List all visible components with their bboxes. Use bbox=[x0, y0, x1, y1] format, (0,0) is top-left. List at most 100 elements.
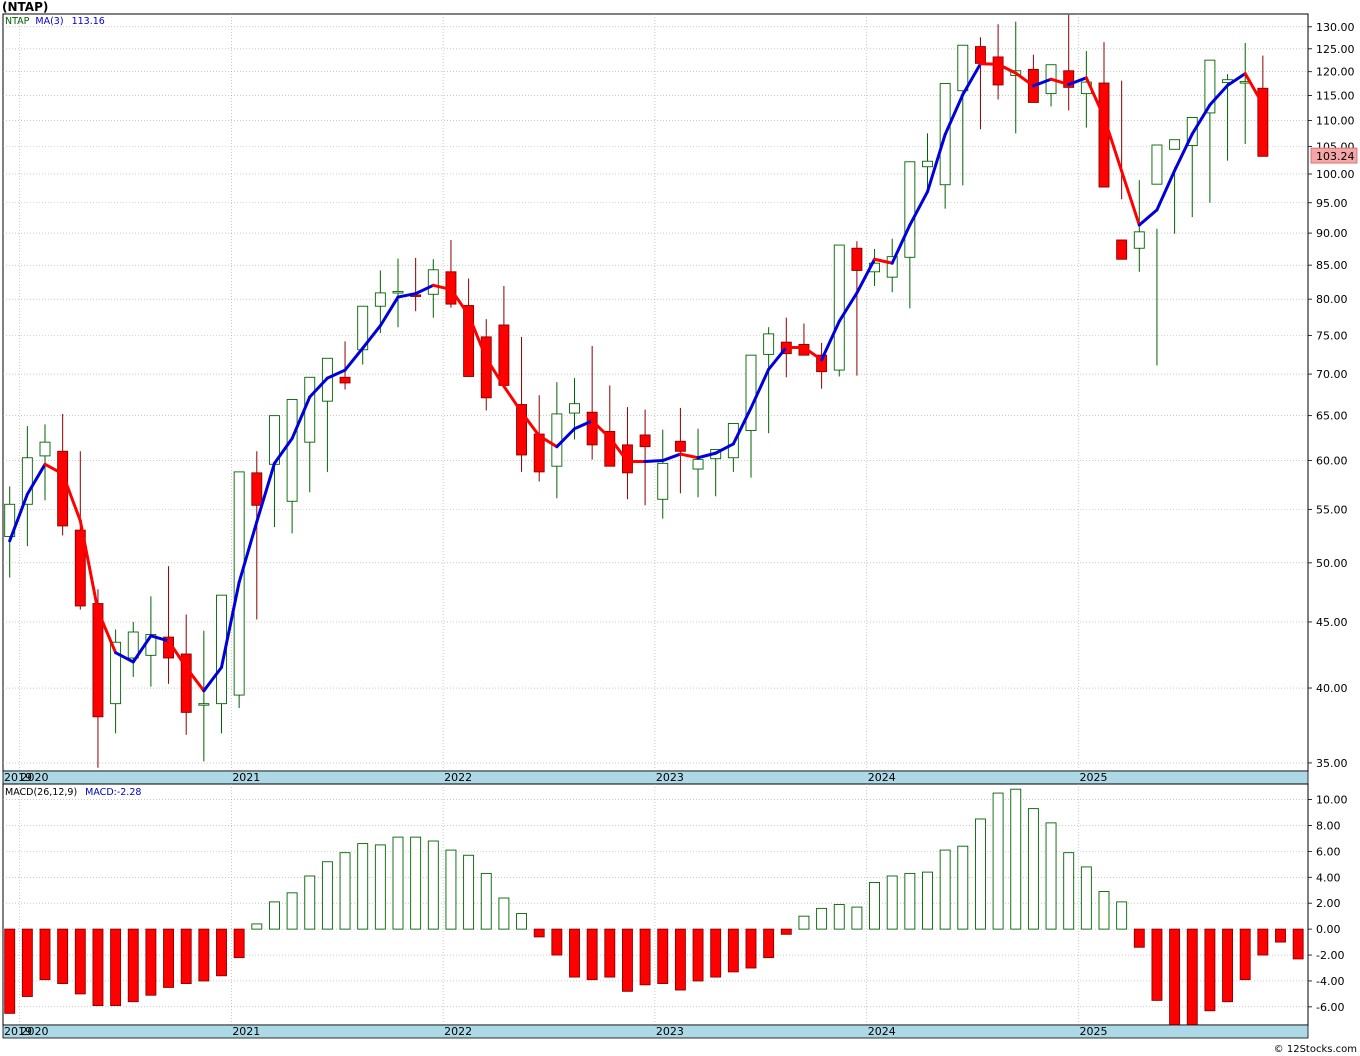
ma-segment bbox=[1243, 72, 1265, 106]
macd-panel-frame bbox=[2, 783, 1309, 1026]
candle-down bbox=[674, 440, 686, 452]
candle-down bbox=[586, 411, 598, 446]
macd-bar-negative bbox=[145, 928, 157, 996]
ma-segment bbox=[167, 639, 188, 669]
macd-tick-label: -2.00 bbox=[1316, 949, 1344, 962]
macd-bar-positive bbox=[269, 901, 280, 930]
macd-bar-negative bbox=[1186, 928, 1198, 1026]
ma-segment bbox=[1067, 76, 1088, 86]
ma-segment bbox=[184, 665, 206, 693]
macd-tick-label: 10.00 bbox=[1316, 794, 1348, 807]
macd-bar-positive bbox=[445, 849, 457, 930]
candle-down bbox=[180, 653, 192, 713]
candle-up bbox=[1133, 231, 1145, 249]
moving-average-line bbox=[8, 62, 1265, 693]
macd-legend-value: MACD:-2.28 bbox=[85, 787, 141, 798]
candle-up bbox=[304, 376, 316, 443]
candle-down bbox=[57, 450, 69, 527]
year-label: 2023 bbox=[656, 1025, 684, 1038]
price-tick-label: 115.00 bbox=[1316, 90, 1355, 103]
ma-segment bbox=[396, 292, 418, 299]
year-label: 2020 bbox=[21, 771, 49, 784]
ma-segment bbox=[537, 434, 559, 449]
candle-up bbox=[39, 441, 51, 457]
candle-up bbox=[904, 161, 916, 258]
ma-segment bbox=[343, 346, 365, 372]
candle-up bbox=[286, 399, 298, 502]
ma-segment bbox=[202, 665, 223, 693]
macd-bar-positive bbox=[922, 871, 933, 930]
macd-tick-label: 8.00 bbox=[1316, 819, 1341, 832]
macd-bar-negative bbox=[569, 928, 580, 978]
macd-bar-positive bbox=[1080, 866, 1092, 930]
candle-down bbox=[498, 324, 510, 386]
candle-up bbox=[110, 641, 122, 705]
ma-segment bbox=[25, 462, 47, 496]
candle-up bbox=[833, 244, 845, 371]
macd-bar-negative bbox=[57, 928, 69, 984]
year-label: 2020 bbox=[21, 1025, 49, 1038]
candle-up bbox=[745, 354, 757, 431]
price-tick-label: 60.00 bbox=[1316, 455, 1348, 468]
price-legend-ma-label: MA(3) bbox=[35, 16, 63, 27]
year-label: 2025 bbox=[1080, 771, 1108, 784]
macd-bar-negative bbox=[127, 928, 139, 1003]
year-label: 2024 bbox=[868, 771, 896, 784]
price-tick-label: 100.00 bbox=[1316, 168, 1355, 181]
ma-segment bbox=[43, 462, 65, 476]
price-legend-ma-value: 113.16 bbox=[72, 16, 105, 27]
candle-up bbox=[21, 457, 33, 505]
ma-segment bbox=[502, 384, 524, 414]
candle-down bbox=[339, 376, 351, 384]
macd-bar-positive bbox=[480, 872, 492, 930]
macd-bar-negative bbox=[533, 928, 545, 938]
macd-bar-positive bbox=[1098, 891, 1110, 930]
ma-segment bbox=[325, 368, 347, 380]
ma-segment bbox=[996, 62, 1018, 75]
macd-bar-negative bbox=[622, 928, 633, 992]
ma-segment bbox=[484, 356, 506, 388]
macd-bar-negative bbox=[4, 928, 16, 1014]
macd-bar-negative bbox=[551, 928, 563, 956]
candle-up bbox=[198, 703, 210, 706]
ma-segment bbox=[1173, 132, 1194, 173]
macd-bar-negative bbox=[710, 928, 722, 978]
macd-bar-positive bbox=[498, 897, 510, 930]
ma-segment bbox=[555, 427, 576, 449]
ma-segment bbox=[220, 580, 241, 669]
macd-bar-positive bbox=[1063, 852, 1075, 930]
price-tick-label: 65.00 bbox=[1316, 410, 1348, 423]
price-tick-label: 55.00 bbox=[1316, 503, 1348, 516]
macd-time-axis bbox=[2, 1024, 1309, 1039]
price-tick-label: 125.00 bbox=[1316, 43, 1355, 56]
ma-segment bbox=[78, 519, 100, 613]
year-label: 2022 bbox=[444, 771, 472, 784]
macd-bar-positive bbox=[339, 852, 351, 930]
ma-segment bbox=[378, 295, 400, 328]
macd-bar-negative bbox=[657, 928, 669, 984]
year-label: 2022 bbox=[444, 1025, 472, 1038]
macd-bar-negative bbox=[21, 928, 33, 997]
ma-segment bbox=[961, 62, 982, 97]
macd-tick-label: 6.00 bbox=[1316, 845, 1341, 858]
candle-down bbox=[604, 430, 616, 467]
macd-bar-negative bbox=[745, 928, 757, 969]
macd-bar-negative bbox=[92, 928, 104, 1007]
candle-up bbox=[692, 459, 704, 470]
macd-bar-negative bbox=[1257, 928, 1269, 956]
ma-segment bbox=[431, 283, 453, 291]
price-legend: NTAP MA(3) 113.16 bbox=[5, 16, 105, 27]
macd-bar-positive bbox=[374, 844, 386, 930]
ma-segment bbox=[1120, 169, 1141, 227]
ma-segment bbox=[8, 492, 29, 543]
macd-grid bbox=[3, 784, 1308, 1025]
candle-up bbox=[4, 503, 16, 537]
ma-segment bbox=[1102, 115, 1124, 173]
macd-bar-positive bbox=[869, 882, 880, 930]
macd-tick-label: 0.00 bbox=[1316, 923, 1341, 936]
ma-segment bbox=[1014, 71, 1035, 88]
macd-bar-positive bbox=[851, 906, 863, 930]
ma-segment bbox=[149, 634, 171, 643]
